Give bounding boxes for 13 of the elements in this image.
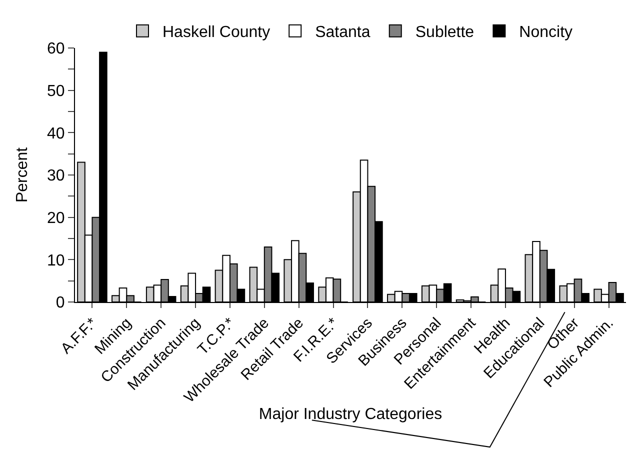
legend-label: Noncity — [519, 24, 573, 42]
y-axis-title: Percent — [14, 146, 31, 203]
legend-label: Haskell County — [162, 24, 270, 42]
y-tick-label: 0 — [56, 294, 65, 312]
y-tick-label: 60 — [47, 40, 65, 58]
legend-label: Satanta — [315, 24, 370, 42]
x-axis-title: Major Industry Categories — [258, 406, 442, 424]
legend-label: Sublette — [415, 24, 474, 42]
y-tick-label: 40 — [47, 125, 65, 142]
y-tick-label: 50 — [47, 82, 65, 100]
y-tick-label: 10 — [47, 252, 65, 270]
y-tick-label: 30 — [47, 168, 65, 185]
y-tick-label: 20 — [47, 210, 65, 227]
